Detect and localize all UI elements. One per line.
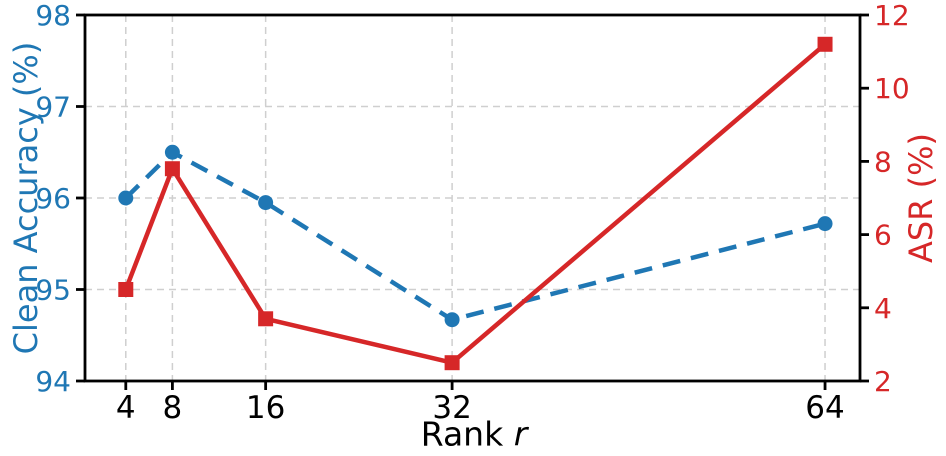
left-axis-tick-label: 95	[35, 274, 71, 307]
x-axis-tick-label: 8	[163, 390, 183, 426]
x-axis-tick-label: 16	[246, 390, 285, 426]
x-axis-tick-label: 4	[116, 390, 136, 426]
right-axis-tick-label: 8	[874, 145, 892, 178]
asr-marker	[444, 355, 460, 371]
asr-marker	[118, 282, 134, 297]
clean-accuracy-marker	[164, 144, 180, 160]
clean-accuracy-marker	[817, 216, 833, 232]
right-axis-tick-label: 10	[874, 72, 910, 105]
x-axis-tick-label: 64	[805, 390, 844, 426]
right-axis-tick-label: 4	[874, 292, 892, 325]
left-axis-tick-label: 98	[35, 0, 71, 32]
clean-accuracy-marker	[258, 195, 274, 211]
clean-accuracy-line	[124, 150, 826, 322]
left-axis-tick-label: 96	[35, 182, 71, 215]
x-axis-title-text: Rank	[420, 414, 504, 454]
asr-marker	[164, 161, 180, 177]
x-axis-title: Rank r	[421, 418, 528, 451]
x-axis-title-variable: r	[513, 414, 528, 454]
x-axis-tick-label: 32	[432, 390, 471, 426]
right-axis-tick-label: 12	[874, 0, 910, 32]
right-axis-tick-label: 6	[874, 219, 892, 252]
right-axis-title: ASR (%)	[902, 133, 940, 263]
asr-marker	[817, 36, 833, 52]
clean-accuracy-marker	[444, 312, 460, 328]
clean-accuracy-marker	[118, 190, 134, 206]
right-axis-tick-label: 2	[874, 365, 892, 398]
left-axis-tick-label: 94	[35, 365, 71, 398]
asr-marker	[258, 311, 274, 327]
left-axis-tick-label: 97	[35, 91, 71, 124]
left-axis-title: Clean Accuracy (%)	[7, 41, 45, 355]
